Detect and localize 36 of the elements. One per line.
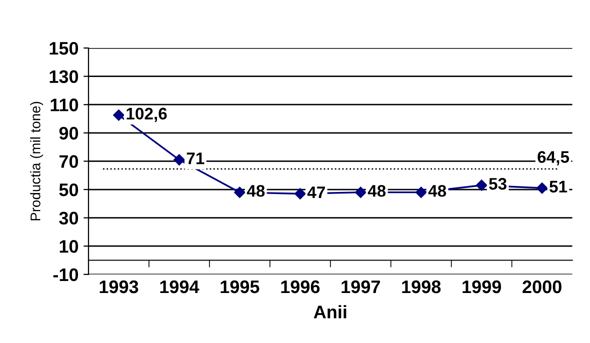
data-label: 48 [368, 185, 386, 197]
point [536, 182, 548, 194]
x-tick-label: 1993 [100, 280, 138, 294]
y-tick-label: 70 [59, 155, 78, 168]
y-tick-label: 90 [59, 126, 78, 140]
ref-line-label: 64,5 [538, 151, 570, 166]
point [294, 188, 306, 200]
data-label: 47 [307, 186, 325, 198]
x-axis-title: Anii [314, 305, 346, 318]
data-label: 48 [246, 185, 265, 197]
data-label: 71 [186, 152, 204, 164]
y-tick-label: 130 [50, 70, 78, 84]
point [174, 154, 185, 166]
y-tick-label: 30 [59, 212, 78, 225]
point [476, 180, 488, 191]
y-tick-label: 150 [50, 42, 78, 55]
data-label: 51 [550, 180, 568, 193]
point [355, 186, 366, 198]
data-label: 48 [428, 185, 446, 197]
y-axis-title: Productia (mil tone) [30, 102, 44, 220]
data-label: 102,6 [126, 108, 167, 122]
y-tick-label: 10 [60, 240, 78, 253]
y-tick-label: 50 [59, 183, 78, 196]
point [113, 109, 124, 121]
point [234, 186, 246, 198]
data-label: 53 [489, 178, 506, 190]
x-tick-label: 1996 [281, 280, 320, 294]
x-tick-label: 1997 [342, 280, 380, 294]
x-tick-label: 2000 [522, 280, 562, 294]
x-tick-label: 1998 [402, 280, 441, 294]
point [416, 186, 427, 198]
y-tick-label: -10 [53, 268, 78, 282]
y-tick-label: 110 [50, 98, 78, 112]
x-tick-label: 1995 [220, 280, 260, 294]
x-tick-label: 1994 [160, 280, 200, 294]
x-tick-label: 1999 [462, 280, 502, 294]
